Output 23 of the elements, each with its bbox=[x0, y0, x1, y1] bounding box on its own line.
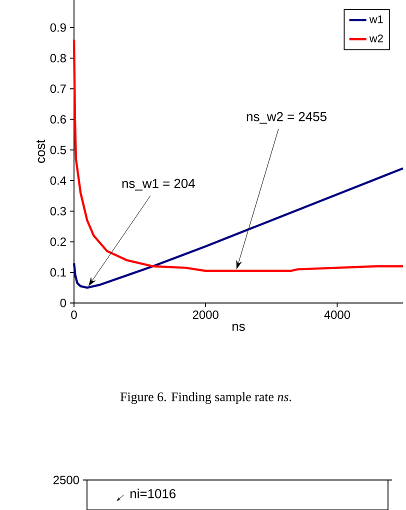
y-tick-label: 0.7 bbox=[50, 84, 66, 93]
legend-label: w1 bbox=[369, 16, 383, 24]
y-tick-label: 0.2 bbox=[50, 238, 66, 246]
text: 2500 bbox=[53, 476, 80, 484]
annotation: ns_w2 = 2455 bbox=[246, 112, 326, 124]
x-axis-title: ns bbox=[232, 324, 245, 331]
caption: Figure 6. Finding sample rate ns. bbox=[120, 392, 292, 404]
annotation: ns_w1 = 204 bbox=[122, 178, 195, 190]
y-tick-label: 0.5 bbox=[50, 146, 66, 154]
text: ni=1016 bbox=[130, 488, 176, 498]
y-tick-label: 0.3 bbox=[50, 206, 66, 216]
line-series bbox=[72, 167, 404, 289]
x-tick-label: 4000 bbox=[324, 310, 350, 319]
y-tick-label: 0.9 bbox=[50, 23, 66, 32]
y-tick-label: 0.6 bbox=[50, 115, 66, 124]
y-tick-label: 0.4 bbox=[50, 176, 66, 185]
y-tick-label: 0.8 bbox=[50, 54, 66, 62]
y-tick-label: 0 bbox=[60, 298, 66, 308]
y-axis-title: cost bbox=[36, 140, 46, 163]
x-tick-label: 0 bbox=[71, 310, 77, 319]
x-tick-label: 2000 bbox=[192, 310, 218, 319]
legend-label: w2 bbox=[369, 34, 383, 42]
y-tick-label: 0.1 bbox=[50, 268, 66, 277]
